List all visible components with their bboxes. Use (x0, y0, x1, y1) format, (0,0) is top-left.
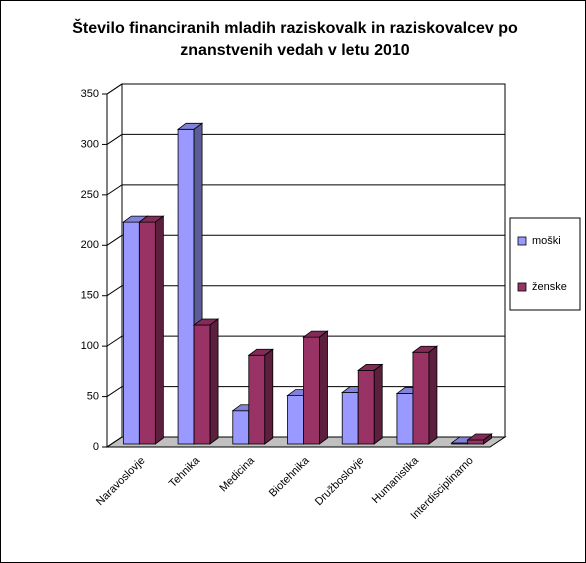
y-tick-label: 300 (81, 138, 99, 150)
chart-title: Število financiranih mladih raziskovalk … (72, 20, 518, 59)
bar-side (319, 330, 328, 445)
grid-line (106, 285, 505, 297)
grid-line (106, 335, 505, 347)
bar-side (154, 215, 164, 445)
y-tick-label: 0 (93, 441, 99, 453)
bar-front (177, 128, 195, 445)
legend-box (509, 217, 581, 311)
bar-front (412, 351, 430, 445)
bar-side (209, 318, 219, 445)
legend-label: moški (532, 235, 561, 247)
bar-front (138, 221, 156, 445)
bar-front (396, 393, 414, 445)
side-wall (106, 83, 123, 448)
y-tick-label: 350 (81, 88, 99, 100)
legend-swatch (517, 282, 527, 292)
bar-side (264, 348, 274, 445)
bar-front (248, 354, 266, 445)
y-tick-label: 200 (81, 239, 99, 251)
bar-front (357, 369, 375, 445)
bar-front (303, 336, 320, 445)
bar-front (287, 395, 304, 445)
y-tick-label: 100 (81, 340, 99, 352)
bar-side (428, 345, 438, 445)
y-tick-label: 250 (81, 189, 99, 201)
legend-swatch (517, 236, 527, 246)
grid-line (106, 83, 505, 95)
bar-front (232, 410, 250, 445)
y-tick-label: 50 (87, 390, 99, 402)
grid-line (106, 234, 505, 246)
bar-front (341, 392, 359, 445)
bar-side (483, 433, 493, 445)
bar-front (467, 439, 485, 445)
grid-line (106, 133, 505, 145)
grid-line (106, 184, 505, 196)
y-tick-label: 150 (81, 290, 99, 302)
bar-front (193, 324, 211, 445)
bar-front (122, 221, 140, 445)
legend-label: ženske (532, 281, 567, 293)
bar-side (373, 363, 383, 445)
